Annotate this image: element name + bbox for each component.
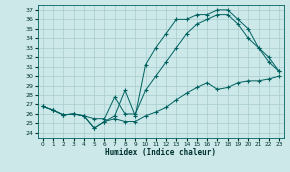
X-axis label: Humidex (Indice chaleur): Humidex (Indice chaleur) <box>106 148 216 157</box>
